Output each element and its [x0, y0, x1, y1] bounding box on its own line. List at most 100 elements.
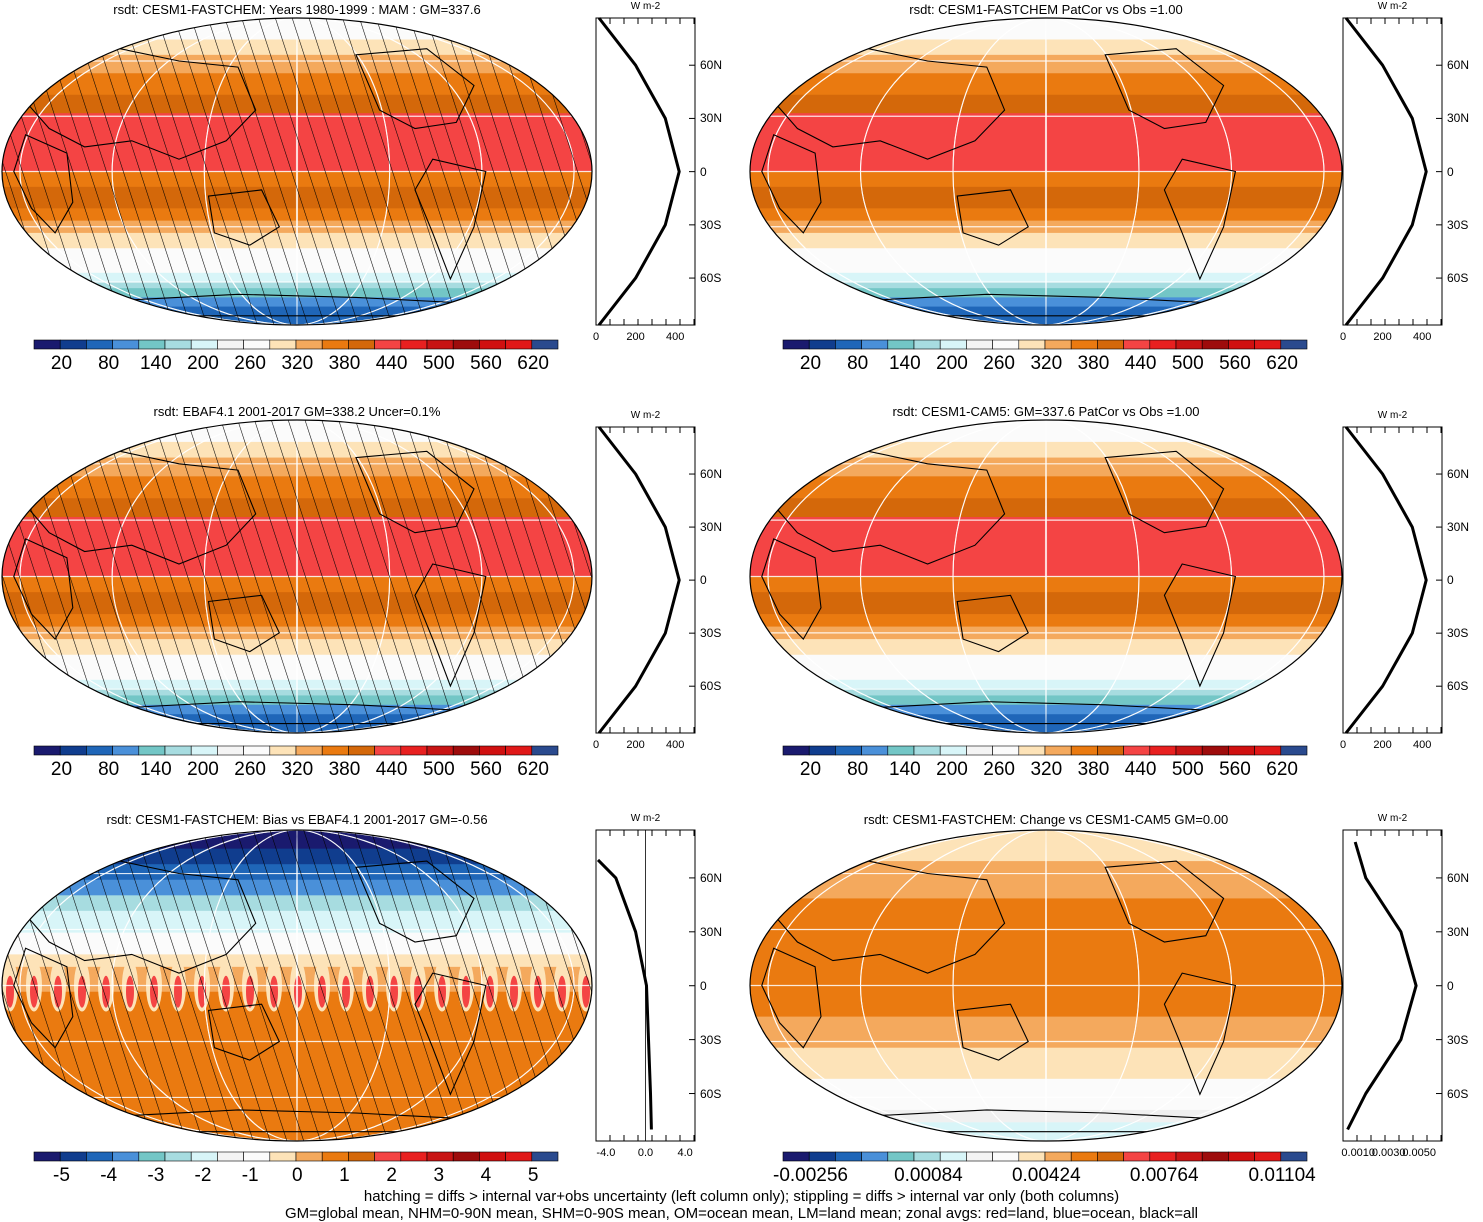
colorbar-swatch [243, 1151, 271, 1162]
colorbar-label: 620 [517, 353, 549, 374]
colorbar-swatch [190, 1151, 218, 1162]
zonal-unit-label: W m-2 [1377, 813, 1408, 824]
colorbar-swatch [59, 1151, 87, 1162]
colorbar-label: 560 [1219, 353, 1251, 374]
colorbar-swatch [400, 745, 428, 756]
map-p3 [2, 420, 592, 733]
colorbar-swatch [1149, 1151, 1177, 1162]
colorbar-p5 [33, 1151, 559, 1162]
panel-title-p2: rsdt: CESM1-FASTCHEM PatCor vs Obs =1.00 [909, 2, 1183, 17]
colorbar-swatch [1228, 745, 1255, 756]
colorbar-label: 4 [480, 1165, 492, 1186]
colorbar-swatch [374, 339, 402, 350]
colorbar-swatch [479, 745, 506, 756]
panel-p2 [749, 17, 1443, 350]
colorbar-swatch [505, 339, 533, 350]
colorbar-swatch [112, 339, 140, 350]
colorbar-swatch [321, 745, 349, 756]
zonal-unit-label: W m-2 [630, 1, 661, 12]
colorbar-swatch [782, 339, 810, 350]
lat-label: 30S [1447, 626, 1469, 641]
footer-legend-note: GM=global mean, NHM=0-90N mean, SHM=0-90… [284, 1205, 1198, 1222]
colorbar-label: 200 [936, 353, 968, 374]
colorbar-swatch [86, 339, 113, 350]
colorbar-swatch [861, 745, 889, 756]
zonal-x-label: 400 [666, 739, 685, 751]
meridian-line [1044, 18, 1048, 325]
colorbar-swatch [861, 1151, 889, 1162]
colorbar-label: 3 [433, 1165, 445, 1186]
colorbar-label: -0.00256 [772, 1165, 849, 1186]
panel-p1 [1, 17, 696, 350]
colorbar-swatch [400, 1151, 428, 1162]
lat-label: 30N [700, 520, 723, 535]
continent-outline [1163, 972, 1237, 1096]
colorbar-label: 320 [1030, 759, 1063, 780]
panel-p5 [1, 829, 696, 1162]
zonal-x-label: 0.0030 [1371, 1147, 1406, 1159]
zonal-mean-line [1344, 17, 1428, 326]
colorbar-swatch [1280, 1151, 1308, 1162]
panel-p4 [749, 419, 1443, 756]
colorbar-swatch [138, 1151, 166, 1162]
lat-label: 30S [1447, 217, 1469, 232]
meridian-line [767, 830, 1325, 1141]
continent-outline [761, 538, 822, 641]
zonal-mean-line [597, 17, 681, 326]
map-border [1, 829, 593, 1142]
colorbar-swatch [217, 1151, 244, 1162]
colorbar-label: 260 [234, 353, 266, 374]
colorbar-swatch [1097, 1151, 1124, 1162]
colorbar-swatch [269, 1151, 297, 1162]
colorbar-swatch [939, 339, 967, 350]
colorbar-label: 380 [328, 759, 361, 780]
zonal-x-label: 0 [592, 331, 600, 343]
colorbar-label: 320 [281, 353, 314, 374]
zonal-plot-p6 [1342, 829, 1443, 1142]
colorbar-swatch [966, 745, 993, 756]
meridian-line [859, 830, 1233, 1141]
panel-p6 [749, 829, 1443, 1162]
colorbar-swatch [400, 339, 428, 350]
colorbar-label: 0.00764 [1129, 1165, 1199, 1186]
lat-label: 60N [700, 870, 723, 885]
colorbar-label: 2 [386, 1165, 397, 1186]
colorbar-swatch [1070, 339, 1098, 350]
colorbar-swatch [321, 339, 349, 350]
colorbar-label: 0.00084 [894, 1165, 963, 1186]
colorbar-swatch [939, 745, 967, 756]
colorbar-swatch [887, 745, 915, 756]
continent-outline [761, 133, 822, 234]
colorbar-swatch [1149, 339, 1177, 350]
meridian-line [952, 830, 1140, 1141]
colorbar-swatch [913, 745, 941, 756]
colorbar-label: 5 [527, 1165, 539, 1186]
colorbar-swatch [1044, 339, 1072, 350]
colorbar-swatch [269, 745, 297, 756]
lat-label: 30S [700, 217, 722, 232]
lat-label: 0 [700, 978, 707, 993]
colorbar-swatch [992, 745, 1020, 756]
colorbar-label: 620 [517, 759, 549, 780]
colorbar-swatch [86, 745, 113, 756]
lat-label: 30S [700, 1032, 722, 1047]
colorbar-label: 320 [281, 759, 314, 780]
colorbar-label: 440 [1124, 759, 1157, 780]
colorbar-label: 200 [936, 759, 968, 780]
colorbar-label: 500 [422, 353, 455, 374]
colorbar-swatch [1018, 1151, 1046, 1162]
colorbar-label: 260 [983, 353, 1015, 374]
colorbar-swatch [531, 1151, 559, 1162]
colorbar-swatch [164, 1151, 192, 1162]
colorbar-label: -5 [53, 1165, 70, 1186]
map-p6 [750, 830, 1342, 1141]
lat-label: 60S [700, 1086, 722, 1101]
map-border [1, 17, 593, 326]
lat-label: 60N [1447, 58, 1470, 73]
lat-label: 30N [1447, 924, 1470, 939]
colorbar-swatch [966, 339, 993, 350]
meridian-line [952, 18, 1140, 325]
lat-label: 60N [700, 467, 723, 482]
colorbar-swatch [808, 745, 836, 756]
